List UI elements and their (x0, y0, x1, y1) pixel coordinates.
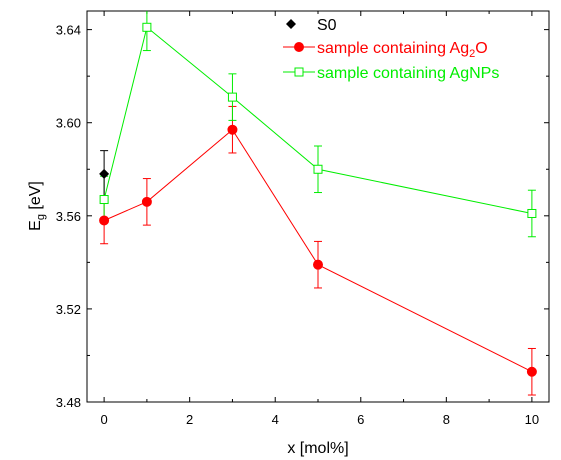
data-point (227, 92, 237, 102)
legend-marker-ag2o (294, 42, 304, 52)
legend-label-ag2o: sample containing Ag2O (317, 40, 488, 60)
data-point (99, 168, 110, 179)
data-point (527, 208, 537, 218)
data-point (99, 215, 110, 226)
x-tick-label: 0 (100, 412, 107, 427)
data-point (227, 124, 238, 135)
legend-label-s0: S0 (317, 17, 337, 34)
data-point (141, 196, 152, 207)
data-point (313, 259, 323, 270)
legend-item-agnps: sample containing AgNPs (283, 65, 499, 82)
data-point (526, 366, 537, 377)
x-tick-label: 4 (272, 412, 279, 427)
legend-label-agnps: sample containing AgNPs (317, 65, 499, 82)
y-tick-label: 3.56 (56, 209, 81, 224)
x-tick-label: 6 (357, 412, 364, 427)
legend-label-ag2o-part3: O (475, 40, 487, 57)
y-axis-label-main: E (27, 220, 44, 231)
y-axis-label-rest: [eV] (27, 181, 44, 214)
data-point (99, 195, 109, 205)
x-tick-label: 2 (186, 412, 193, 427)
y-axis-label: Eg [eV] (27, 181, 47, 231)
error-bars (100, 11, 536, 396)
y-tick-label: 3.60 (56, 116, 81, 131)
data-point (313, 164, 323, 174)
legend: S0 sample containing Ag2O sample contain… (283, 17, 499, 82)
y-axis-label-sub: g (35, 214, 47, 220)
legend-marker-s0 (286, 19, 296, 29)
legend-label-ag2o-sub: 2 (469, 48, 475, 60)
legend-item-ag2o: sample containing Ag2O (283, 40, 488, 60)
legend-item-s0: S0 (286, 17, 337, 34)
legend-label-ag2o-part1: sample containing Ag (317, 40, 469, 57)
data-point (142, 22, 152, 32)
x-tick-label: 8 (443, 412, 450, 427)
y-tick-label: 3.52 (56, 302, 81, 317)
x-tick-label: 10 (525, 412, 539, 427)
y-tick-label: 3.64 (56, 23, 81, 38)
legend-marker-agnps (294, 67, 304, 77)
y-tick-label: 3.48 (56, 395, 81, 410)
x-axis-label: x [mol%] (287, 440, 348, 457)
y-axis: 3.48 3.52 3.56 3.60 3.64 (56, 23, 549, 410)
x-axis: 0 2 4 6 8 10 (100, 11, 539, 427)
data-markers (99, 22, 537, 377)
